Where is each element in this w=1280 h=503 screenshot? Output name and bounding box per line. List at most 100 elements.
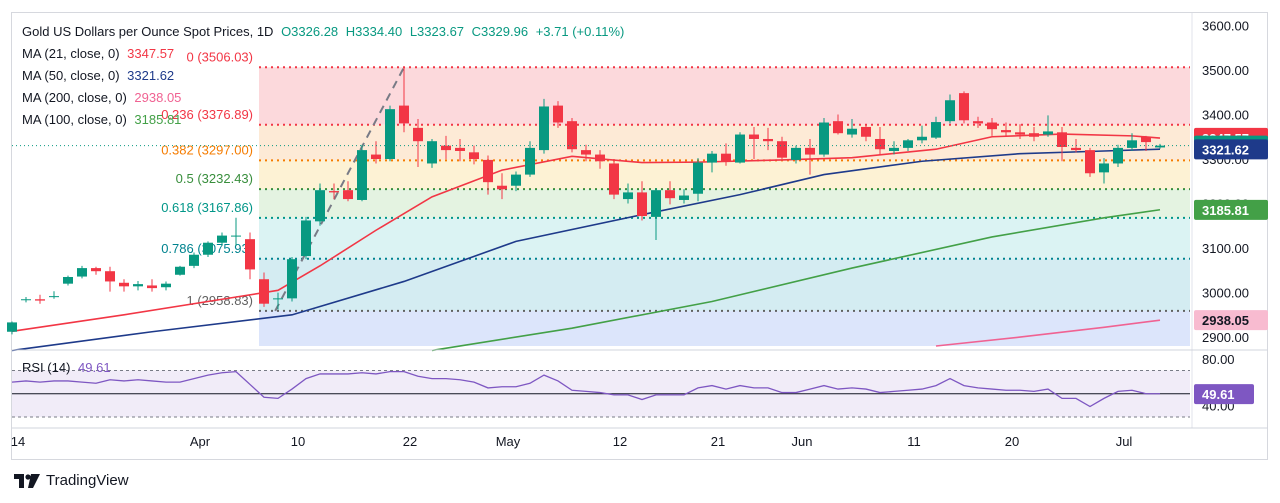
candle	[1043, 131, 1053, 135]
fib-level-label: 0.382 (3297.00)	[161, 142, 253, 157]
rsi-legend: RSI (14) 49.61	[22, 360, 111, 375]
candle	[1141, 136, 1151, 143]
ma200-value: 2938.05	[134, 90, 182, 105]
candle	[63, 276, 73, 284]
candle	[903, 140, 913, 148]
y-tick-label: 3400.00	[1202, 107, 1249, 122]
fib-band	[259, 217, 1190, 259]
candle	[1057, 132, 1067, 147]
ohlc-open: O3326.28	[281, 24, 339, 39]
candle	[469, 152, 479, 160]
fib-level-label: 0.236 (3376.89)	[161, 107, 253, 122]
candle	[483, 159, 493, 183]
candle	[623, 192, 633, 200]
candle	[301, 220, 311, 257]
candle	[91, 268, 101, 272]
ma50-label: MA (50, close, 0)	[22, 68, 120, 83]
ma200-legend: MA (200, close, 0) 2938.05	[22, 90, 181, 105]
x-tick-label: 14	[11, 434, 25, 449]
rsi-tick-label: 80.00	[1202, 352, 1235, 367]
candle	[1029, 133, 1039, 137]
candle	[931, 122, 941, 138]
candle	[889, 147, 899, 151]
candle	[441, 145, 451, 151]
candle	[693, 162, 703, 194]
ohlc-close: C3329.96	[471, 24, 529, 39]
rsi-line	[11, 370, 1160, 408]
tradingview-brand[interactable]: TradingView	[14, 472, 129, 489]
candle	[777, 141, 787, 158]
candle	[175, 266, 185, 275]
price-pill-label: 3185.81	[1202, 203, 1249, 218]
candle	[329, 191, 339, 193]
candle	[119, 282, 129, 287]
candle	[1085, 150, 1095, 174]
x-tick-label: 11	[907, 434, 921, 449]
candle	[679, 195, 689, 200]
candle	[651, 190, 661, 217]
candle	[427, 141, 437, 164]
candle	[707, 153, 717, 163]
candle	[245, 239, 255, 270]
ohlc-change: +3.71 (+0.11%)	[535, 24, 625, 39]
ma21-label: MA (21, close, 0)	[22, 46, 120, 61]
candle	[21, 299, 31, 301]
candle	[805, 147, 815, 155]
x-tick-label: 22	[403, 434, 417, 449]
candle	[735, 134, 745, 163]
candle	[567, 121, 577, 150]
candle	[1015, 132, 1025, 135]
y-tick-label: 3000.00	[1202, 286, 1249, 301]
ohlc-high: H3334.40	[345, 24, 403, 39]
price-pill-label: 3321.62	[1202, 142, 1249, 157]
price-pill-label: 2938.05	[1202, 313, 1249, 328]
candle	[959, 93, 969, 121]
x-tick-label: Apr	[190, 434, 211, 449]
candle	[609, 163, 619, 195]
candle	[133, 284, 143, 287]
ma-line	[431, 208, 1161, 352]
candle	[203, 242, 213, 255]
fib-level-label: 0 (3506.03)	[187, 49, 254, 64]
candle	[413, 127, 423, 142]
candle	[105, 271, 115, 282]
candle	[455, 147, 465, 151]
candle	[7, 322, 17, 332]
price-pill	[1194, 139, 1268, 160]
ohlc-low: L3323.67	[409, 24, 465, 39]
candle	[847, 128, 857, 135]
candle	[497, 185, 507, 190]
candle	[819, 122, 829, 155]
candle	[861, 126, 871, 137]
ma50-legend: MA (50, close, 0) 3321.62	[22, 68, 174, 83]
rsi-pill	[1194, 384, 1254, 405]
candle	[525, 147, 535, 175]
fib-band	[259, 258, 1190, 311]
x-tick-label: 10	[291, 434, 305, 449]
chart-frame	[11, 12, 1268, 460]
y-tick-label: 3100.00	[1202, 241, 1249, 256]
fib-band	[259, 310, 1190, 346]
candle	[553, 105, 563, 123]
rsi-value: 49.61	[78, 360, 111, 375]
x-tick-label: 20	[1005, 434, 1019, 449]
brand-name: TradingView	[46, 472, 129, 489]
ma50-value: 3321.62	[127, 68, 175, 83]
x-tick-label: Jul	[1116, 434, 1133, 449]
x-tick-label: Jun	[792, 434, 813, 449]
x-tick-label: 21	[711, 434, 725, 449]
candle	[231, 235, 241, 237]
ma200-label: MA (200, close, 0)	[22, 90, 127, 105]
ma-line	[11, 148, 1161, 352]
candle	[49, 296, 59, 298]
ma21-value: 3347.57	[127, 46, 175, 61]
candle	[35, 299, 45, 301]
candle	[77, 268, 87, 277]
candle	[1155, 145, 1165, 148]
candle	[1113, 147, 1123, 164]
candle	[875, 138, 885, 150]
ma100-legend: MA (100, close, 0) 3185.81	[22, 112, 181, 127]
price-pill	[1194, 310, 1268, 331]
y-tick-label: 3600.00	[1202, 18, 1249, 33]
